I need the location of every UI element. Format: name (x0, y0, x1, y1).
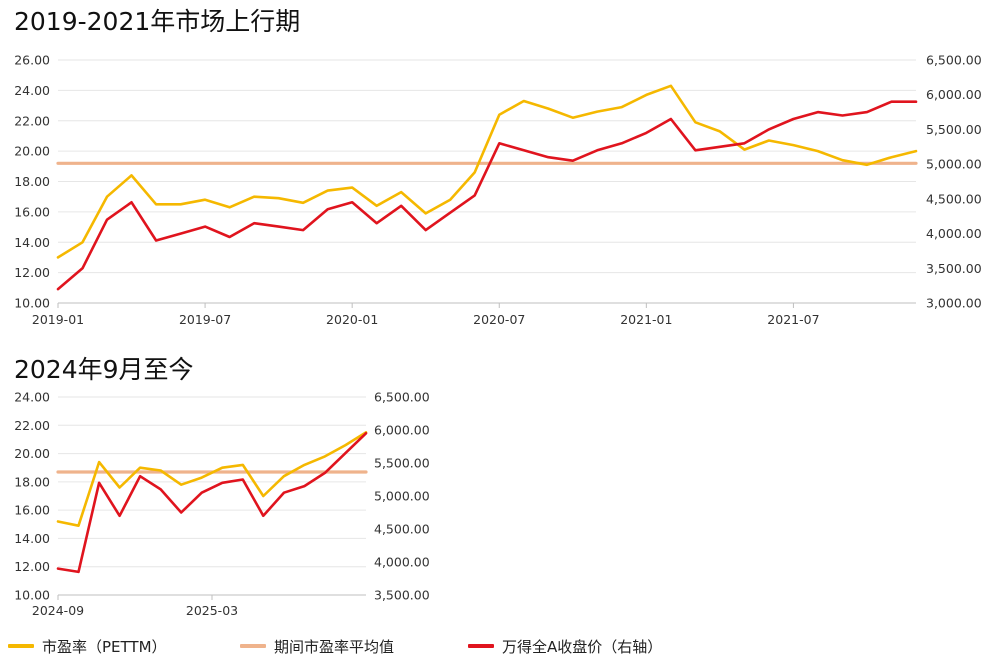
chart1-x-tick-label-1: 2019-07 (179, 312, 231, 327)
chart2-y2-tick-label-2: 4,500.00 (374, 522, 430, 537)
chart1-y2-tick-label-0: 3,000.00 (926, 296, 982, 311)
chart2-y-tick-label-4: 18.00 (14, 474, 50, 489)
chart2-y2-tick-label-3: 5,000.00 (374, 489, 430, 504)
chart1-y-tick-label-5: 20.00 (14, 144, 50, 159)
chart2-y-tick-label-5: 20.00 (14, 446, 50, 461)
chart1-y-tick-label-0: 10.00 (14, 296, 50, 311)
chart1-y2-tick-label-7: 6,500.00 (926, 53, 982, 68)
chart1-x-tick-label-5: 2021-07 (767, 312, 819, 327)
chart1-x-tick-label-3: 2020-07 (473, 312, 525, 327)
chart2-y-tick-label-2: 14.00 (14, 531, 50, 546)
chart1-y2-tick-label-2: 4,000.00 (926, 226, 982, 241)
chart2-y-tick-label-6: 22.00 (14, 418, 50, 433)
chart1-y-tick-label-3: 16.00 (14, 204, 50, 219)
chart1-pe-line (56, 84, 918, 259)
chart2-pe-line (56, 431, 368, 527)
chart1-y2-tick-label-4: 5,000.00 (926, 157, 982, 172)
legend: 市盈率（PETTM） 期间市盈率平均值 万得全A收盘价（右轴） (0, 632, 1004, 660)
chart2-y2-tick-label-5: 6,000.00 (374, 423, 430, 438)
chart1-x-tick-label-0: 2019-01 (32, 312, 84, 327)
chart1-y2-tick-label-3: 4,500.00 (926, 191, 982, 206)
chart2-y2-tick-label-1: 4,000.00 (374, 555, 430, 570)
legend-item-avg: 期间市盈率平均值 (240, 632, 394, 660)
legend-label-price: 万得全A收盘价（右轴） (502, 637, 663, 656)
chart1-y2-tick-label-5: 5,500.00 (926, 122, 982, 137)
chart2-price-line (56, 432, 368, 574)
chart2-plot: 10.00 12.00 14.00 16.00 18.00 20.00 22.00 24.00… (14, 390, 430, 619)
chart2-title: 2024年9月至今 (14, 355, 194, 384)
chart2-y-tick-label-3: 16.00 (14, 503, 50, 518)
chart1-y2-tick-label-1: 3,500.00 (926, 261, 982, 276)
chart2-y-tick-label-1: 12.00 (14, 559, 50, 574)
legend-item-price: 万得全A收盘价（右轴） (468, 632, 662, 660)
chart2-y-tick-label-7: 24.00 (14, 390, 50, 405)
chart1-x-tick-label-4: 2021-01 (620, 312, 672, 327)
legend-item-pe: 市盈率（PETTM） (8, 632, 167, 660)
chart1-y-tick-label-4: 18.00 (14, 174, 50, 189)
legend-swatch-price (468, 644, 494, 648)
chart2-x-tick-label-1: 2025-03 (186, 603, 238, 618)
legend-swatch-avg (240, 644, 266, 648)
legend-label-pe: 市盈率（PETTM） (42, 637, 167, 656)
chart1-y-tick-label-7: 24.00 (14, 83, 50, 98)
chart2-y-tick-label-0: 10.00 (14, 588, 50, 603)
chart1-x-tick-label-2: 2020-01 (326, 312, 378, 327)
chart2-x-tick-label-0: 2024-09 (32, 603, 84, 618)
chart1-plot: 10.00 12.00 14.00 16.00 18.00 20.00 22.00 24.00… (14, 53, 982, 328)
chart2-y2-tick-label-0: 3,500.00 (374, 588, 430, 603)
chart1-y-tick-label-1: 12.00 (14, 265, 50, 280)
chart1-y-tick-label-6: 22.00 (14, 113, 50, 128)
chart1-price-line (56, 100, 918, 291)
chart1-y-tick-label-2: 14.00 (14, 235, 50, 250)
legend-swatch-pe (8, 644, 34, 648)
chart2-y2-tick-label-6: 6,500.00 (374, 390, 430, 405)
chart1-y2-tick-label-6: 6,000.00 (926, 87, 982, 102)
chart1-title: 2019-2021年市场上行期 (14, 7, 301, 36)
chart1-y-tick-label-8: 26.00 (14, 53, 50, 68)
chart2-y2-tick-label-4: 5,500.00 (374, 456, 430, 471)
legend-label-avg: 期间市盈率平均值 (274, 637, 395, 656)
